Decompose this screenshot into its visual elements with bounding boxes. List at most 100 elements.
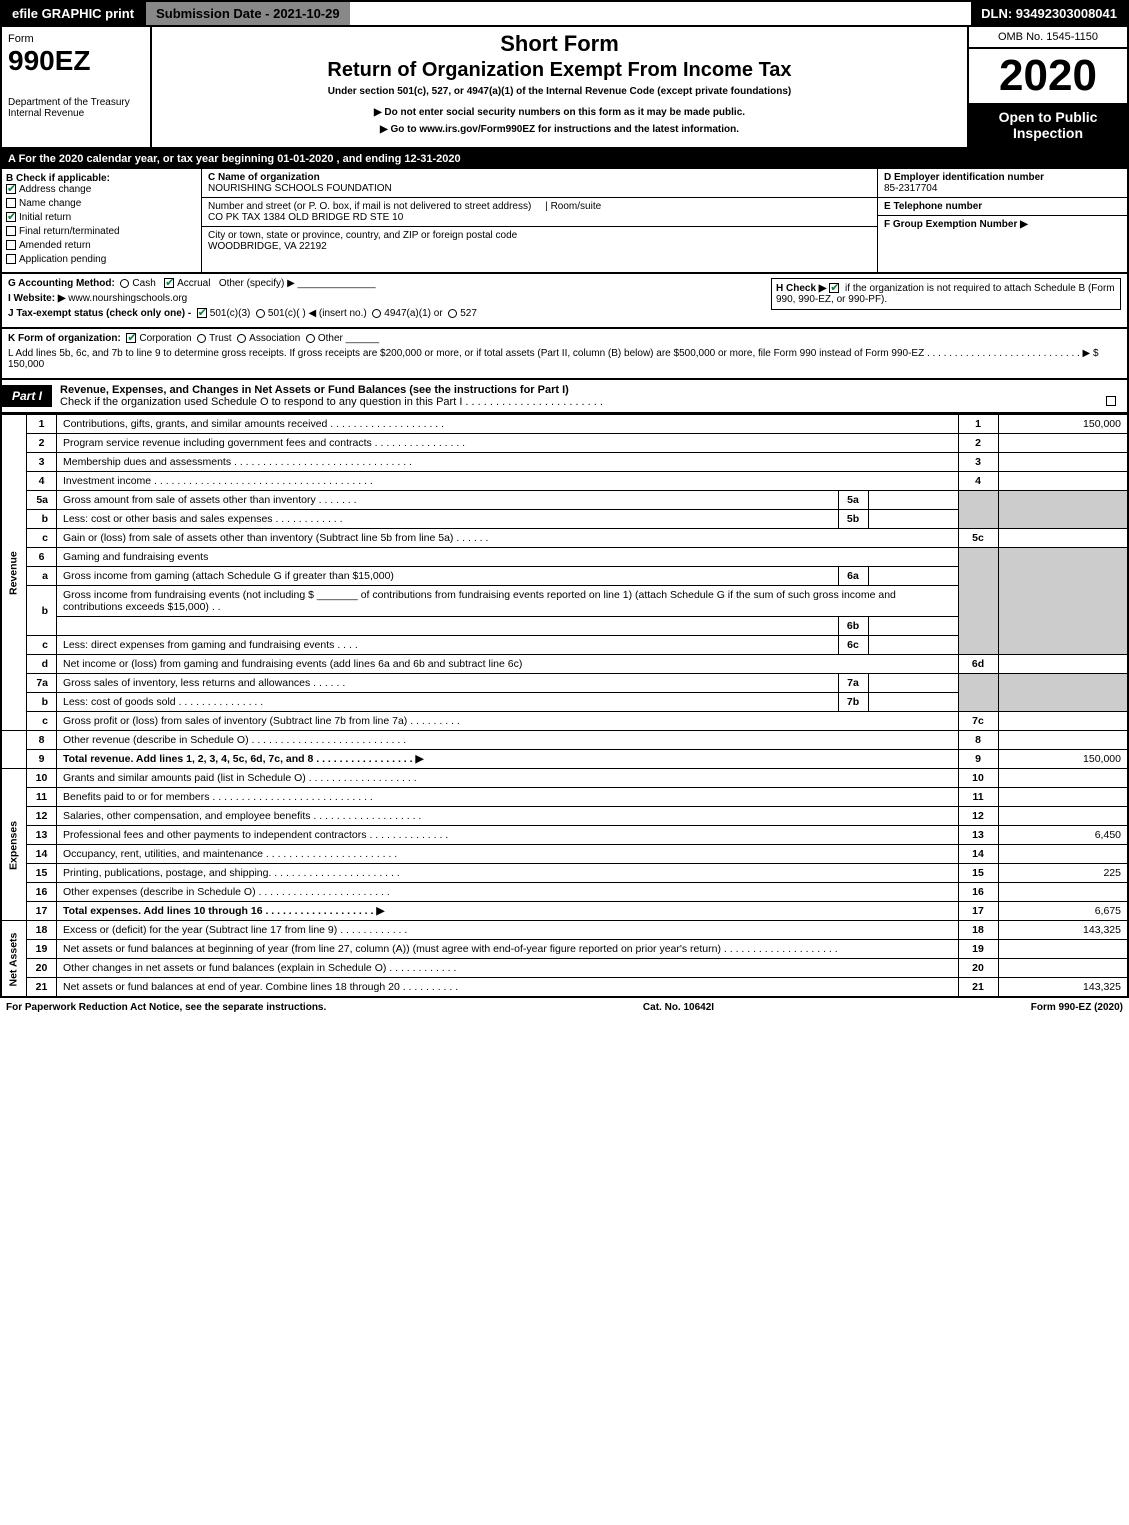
group-label: F Group Exemption Number ▶: [884, 219, 1028, 230]
website-link[interactable]: www.nourshingschools.org: [68, 293, 187, 304]
revenue-vlabel: Revenue: [1, 415, 27, 731]
public-inspection: Open to Public Inspection: [969, 103, 1127, 147]
submission-date: Submission Date - 2021-10-29: [144, 2, 350, 25]
meta-block: H Check ▶ if the organization is not req…: [0, 274, 1129, 329]
top-bar: efile GRAPHIC print Submission Date - 20…: [0, 0, 1129, 27]
part1-title: Revenue, Expenses, and Changes in Net As…: [52, 380, 1127, 412]
header-left: Form 990EZ Department of the Treasury In…: [2, 27, 152, 147]
address: CO PK TAX 1384 OLD BRIDGE RD STE 10: [208, 212, 403, 223]
group-row: F Group Exemption Number ▶: [878, 216, 1127, 233]
check-application-pending[interactable]: Application pending: [6, 254, 197, 265]
table-row: c Gross profit or (loss) from sales of i…: [1, 712, 1128, 731]
part1-bar: Part I Revenue, Expenses, and Changes in…: [0, 380, 1129, 414]
radio-icon[interactable]: [448, 309, 457, 318]
room-label: Room/suite: [551, 201, 602, 212]
section-d: D Employer identification number 85-2317…: [877, 169, 1127, 272]
tax-year: 2020: [969, 49, 1127, 103]
city-row: City or town, state or province, country…: [202, 227, 877, 255]
table-row: Revenue 1 Contributions, gifts, grants, …: [1, 415, 1128, 434]
revenue-table: Revenue 1 Contributions, gifts, grants, …: [0, 414, 1129, 998]
table-row: Net Assets 18 Excess or (deficit) for th…: [1, 921, 1128, 940]
table-row: 20 Other changes in net assets or fund b…: [1, 959, 1128, 978]
efile-label[interactable]: efile GRAPHIC print: [2, 2, 144, 25]
check-final-return[interactable]: Final return/terminated: [6, 226, 197, 237]
check-amended-return[interactable]: Amended return: [6, 240, 197, 251]
table-row: 9 Total revenue. Add lines 1, 2, 3, 4, 5…: [1, 750, 1128, 769]
checkbox-icon[interactable]: [126, 333, 136, 343]
line-amount: 150,000: [998, 415, 1128, 434]
form-word: Form: [8, 33, 144, 45]
city: WOODBRIDGE, VA 22192: [208, 241, 327, 252]
checkbox-icon[interactable]: [6, 184, 16, 194]
check-name-change[interactable]: Name change: [6, 198, 197, 209]
do-not-enter: ▶ Do not enter social security numbers o…: [156, 107, 963, 118]
address-row: Number and street (or P. O. box, if mail…: [202, 198, 877, 227]
info-block: B Check if applicable: Address change Na…: [0, 169, 1129, 274]
table-row: 12 Salaries, other compensation, and emp…: [1, 807, 1128, 826]
checkbox-icon[interactable]: [197, 308, 207, 318]
footer-right: Form 990-EZ (2020): [1031, 1002, 1123, 1013]
phone-label: E Telephone number: [884, 201, 982, 212]
checkbox-icon[interactable]: [6, 254, 16, 264]
table-row: 16 Other expenses (describe in Schedule …: [1, 883, 1128, 902]
table-row: 5a Gross amount from sale of assets othe…: [1, 491, 1128, 510]
org-name: NOURISHING SCHOOLS FOUNDATION: [208, 183, 392, 194]
org-name-label: C Name of organization: [208, 172, 320, 183]
irs-link[interactable]: ▶ Go to www.irs.gov/Form990EZ for instru…: [380, 124, 739, 135]
checkbox-icon[interactable]: [1106, 396, 1116, 406]
table-row: 17 Total expenses. Add lines 10 through …: [1, 902, 1128, 921]
header-center: Short Form Return of Organization Exempt…: [152, 27, 967, 147]
section-b: B Check if applicable: Address change Na…: [2, 169, 202, 272]
page-footer: For Paperwork Reduction Act Notice, see …: [0, 998, 1129, 1017]
table-row: 21 Net assets or fund balances at end of…: [1, 978, 1128, 998]
table-row: 2 Program service revenue including gove…: [1, 434, 1128, 453]
radio-icon[interactable]: [372, 309, 381, 318]
line-l: L Add lines 5b, 6c, and 7b to line 9 to …: [8, 348, 1121, 370]
radio-icon[interactable]: [197, 334, 206, 343]
checkbox-icon[interactable]: [6, 212, 16, 222]
checkbox-icon[interactable]: [6, 198, 16, 208]
line-k: K Form of organization: Corporation Trus…: [8, 333, 1121, 344]
topbar-spacer: [350, 2, 972, 25]
table-row: 19 Net assets or fund balances at beginn…: [1, 940, 1128, 959]
omb-number: OMB No. 1545-1150: [969, 27, 1127, 49]
radio-icon[interactable]: [237, 334, 246, 343]
line-text: Contributions, gifts, grants, and simila…: [57, 415, 959, 434]
footer-left: For Paperwork Reduction Act Notice, see …: [6, 1002, 326, 1013]
part1-label: Part I: [2, 385, 52, 407]
ein-row: D Employer identification number 85-2317…: [878, 169, 1127, 198]
form-number: 990EZ: [8, 45, 144, 77]
table-row: c Gain or (loss) from sale of assets oth…: [1, 529, 1128, 548]
line-k-block: K Form of organization: Corporation Trus…: [0, 329, 1129, 380]
goto-link[interactable]: ▶ Go to www.irs.gov/Form990EZ for instru…: [156, 124, 963, 135]
org-name-row: C Name of organization NOURISHING SCHOOL…: [202, 169, 877, 198]
radio-icon[interactable]: [120, 279, 129, 288]
checkbox-icon[interactable]: [164, 278, 174, 288]
department-label: Department of the Treasury Internal Reve…: [8, 97, 144, 119]
check-initial-return[interactable]: Initial return: [6, 212, 197, 223]
table-row: 3 Membership dues and assessments . . . …: [1, 453, 1128, 472]
table-row: 15 Printing, publications, postage, and …: [1, 864, 1128, 883]
check-address-change[interactable]: Address change: [6, 184, 197, 195]
radio-icon[interactable]: [256, 309, 265, 318]
dln-label: DLN: 93492303008041: [971, 2, 1127, 25]
radio-icon[interactable]: [306, 334, 315, 343]
checkbox-icon[interactable]: [829, 283, 839, 293]
table-row: Expenses 10 Grants and similar amounts p…: [1, 769, 1128, 788]
header-right: OMB No. 1545-1150 2020 Open to Public In…: [967, 27, 1127, 147]
footer-center: Cat. No. 10642I: [643, 1002, 714, 1013]
table-row: 4 Investment income . . . . . . . . . . …: [1, 472, 1128, 491]
table-row: 6 Gaming and fundraising events: [1, 548, 1128, 567]
section-b-title: B Check if applicable:: [6, 173, 197, 184]
city-label: City or town, state or province, country…: [208, 230, 517, 241]
ein: 85-2317704: [884, 183, 937, 194]
addr-label: Number and street (or P. O. box, if mail…: [208, 201, 531, 212]
short-form-title: Short Form: [156, 31, 963, 57]
table-row: 8 Other revenue (describe in Schedule O)…: [1, 731, 1128, 750]
table-row: d Net income or (loss) from gaming and f…: [1, 655, 1128, 674]
phone-row: E Telephone number: [878, 198, 1127, 216]
h-check-box: H Check ▶ if the organization is not req…: [771, 278, 1121, 310]
netassets-vlabel: Net Assets: [1, 921, 27, 998]
checkbox-icon[interactable]: [6, 240, 16, 250]
checkbox-icon[interactable]: [6, 226, 16, 236]
